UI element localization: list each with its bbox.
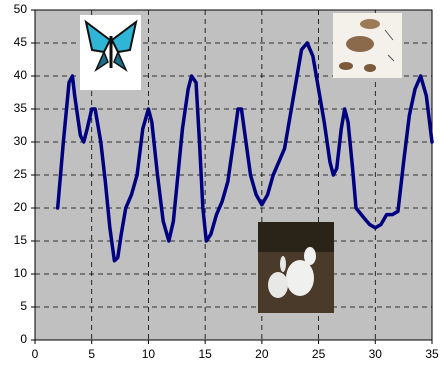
x-tick-label: 25 [312, 347, 326, 361]
x-tick-label: 15 [198, 347, 212, 361]
x-tick-label: 35 [425, 347, 439, 361]
y-tick-label: 40 [14, 68, 28, 82]
y-tick-label: 35 [14, 101, 28, 115]
y-tick-label: 45 [14, 35, 28, 49]
y-tick-label: 25 [14, 167, 28, 181]
y-tick-label: 5 [20, 299, 27, 313]
y-tick-label: 15 [14, 233, 28, 247]
rabbit-image [258, 222, 334, 313]
y-tick-label: 10 [14, 266, 28, 280]
y-tick-label: 50 [14, 2, 28, 16]
mouse-image [333, 13, 402, 78]
chart: 0 5 10 15 20 25 30 35 40 45 50 0 5 10 15 20 25 30 35 [0, 0, 440, 371]
y-tick-label: 0 [20, 332, 27, 346]
x-tick-label: 0 [32, 347, 39, 361]
x-tick-label: 5 [88, 347, 95, 361]
x-tick-label: 20 [255, 347, 269, 361]
y-tick-label: 20 [14, 200, 28, 214]
x-tick-label: 30 [369, 347, 383, 361]
y-tick-label: 30 [14, 134, 28, 148]
butterfly-image [80, 15, 141, 90]
x-tick-label: 10 [142, 347, 156, 361]
